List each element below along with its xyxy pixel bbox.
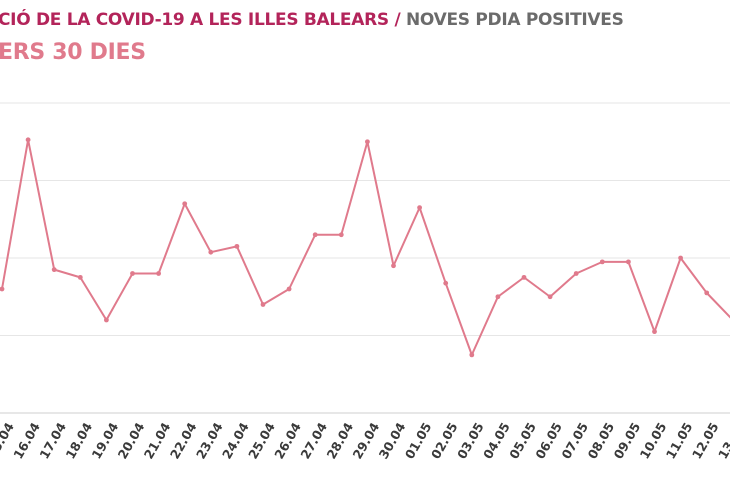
data-point xyxy=(573,271,579,276)
data-point xyxy=(104,317,109,323)
data-point xyxy=(704,290,710,296)
data-point xyxy=(365,139,370,145)
data-point xyxy=(391,263,396,269)
grid-lines xyxy=(0,102,730,336)
data-points xyxy=(0,137,710,358)
data-point xyxy=(652,329,657,335)
data-point xyxy=(547,294,553,300)
data-point xyxy=(208,249,214,255)
chart-subtitle: ERS 30 DIES xyxy=(0,40,146,65)
data-point xyxy=(286,286,292,292)
data-point xyxy=(626,259,631,265)
data-point xyxy=(234,243,240,249)
data-point xyxy=(260,302,266,307)
chart-title: CIÓ DE LA COVID-19 A LES ILLES BALEARS /… xyxy=(0,10,624,30)
data-point xyxy=(0,286,5,292)
data-point xyxy=(25,137,31,143)
data-point xyxy=(678,255,683,261)
data-point xyxy=(417,205,422,211)
series-line xyxy=(1,138,730,356)
x-tick-labels: 15.0416.0417.0418.0419.0420.0421.0422.04… xyxy=(0,420,730,462)
data-point xyxy=(443,280,449,286)
data-point xyxy=(312,232,318,238)
title-metric: NOVES PDIA POSITIVES xyxy=(406,10,624,30)
data-point xyxy=(495,294,501,300)
data-point xyxy=(77,274,83,280)
data-point xyxy=(51,267,57,273)
data-point xyxy=(182,201,188,207)
data-point xyxy=(521,274,527,280)
title-main: CIÓ DE LA COVID-19 A LES ILLES BALEARS xyxy=(0,10,389,30)
title-separator: / xyxy=(388,10,406,30)
data-point xyxy=(599,259,605,265)
data-point xyxy=(156,271,162,276)
data-point xyxy=(469,352,475,358)
data-point xyxy=(130,271,135,276)
data-point xyxy=(338,232,344,238)
